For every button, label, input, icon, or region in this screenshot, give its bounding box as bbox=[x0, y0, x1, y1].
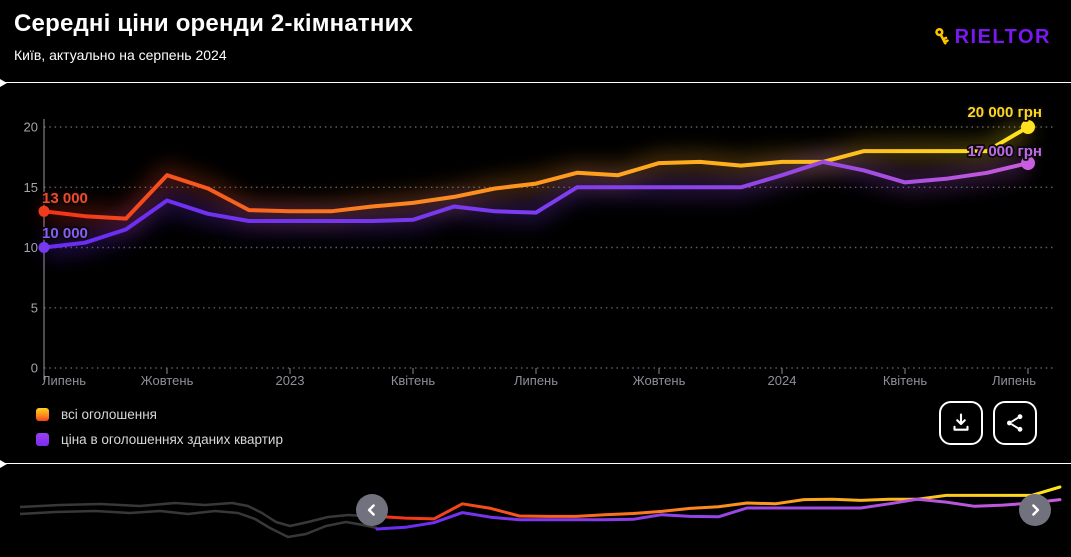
legend-label-all-listings: всі оголошення bbox=[61, 407, 157, 422]
range-handle-right[interactable] bbox=[1019, 494, 1051, 526]
price-chart[interactable]: 0 5 10 15 20 Липень Жовтень 2023 Квітень Липень Жо… bbox=[0, 0, 1071, 463]
x-tick-label: Жовтень bbox=[141, 373, 194, 388]
nav-selected-all bbox=[375, 485, 1062, 521]
legend-swatch-rented-listings-icon bbox=[36, 433, 49, 446]
annotation-start-rented: 10 000 bbox=[42, 225, 88, 242]
annotation-end-all: 20 000 грн bbox=[967, 104, 1042, 121]
divider-arrow-icon bbox=[0, 78, 7, 87]
logo-text: RIELTOR bbox=[954, 25, 1051, 48]
legend-item-all-listings[interactable]: всі оголошення bbox=[36, 402, 283, 427]
range-handle-left[interactable] bbox=[356, 494, 388, 526]
chart-actions bbox=[939, 401, 1037, 445]
legend-label-rented-listings: ціна в оголошеннях зданих квартир bbox=[61, 432, 283, 447]
header-titles: Середні ціни оренди 2-кімнатних Київ, ак… bbox=[14, 8, 413, 63]
section-divider-top bbox=[0, 78, 1071, 87]
y-tick-label: 20 bbox=[24, 120, 38, 135]
range-navigator[interactable] bbox=[0, 465, 1071, 557]
x-tick-label: Жовтень bbox=[633, 373, 686, 388]
annotation-start-all: 13 000 bbox=[42, 190, 88, 207]
legend-swatch-all-listings-icon bbox=[36, 408, 49, 421]
series-all-end-dot bbox=[1021, 120, 1035, 134]
chevron-left-icon bbox=[365, 503, 379, 517]
page-subtitle: Київ, актуально на серпень 2024 bbox=[14, 47, 227, 63]
y-tick-label: 10 bbox=[24, 240, 38, 255]
navigator-chart[interactable] bbox=[0, 465, 1071, 557]
x-tick-label: Квітень bbox=[391, 373, 436, 388]
chart-legend: всі оголошення ціна в оголошеннях зданих… bbox=[36, 402, 283, 452]
section-divider-bottom bbox=[0, 459, 1071, 468]
x-tick-label: Квітень bbox=[883, 373, 928, 388]
nav-selected-rented bbox=[375, 497, 1062, 531]
download-icon bbox=[949, 411, 973, 435]
annotation-end-rented: 17 000 грн bbox=[967, 143, 1042, 160]
download-button[interactable] bbox=[939, 401, 983, 445]
series-rented-start-dot bbox=[38, 242, 50, 253]
chevron-right-icon bbox=[1028, 503, 1042, 517]
nav-history-all bbox=[19, 501, 378, 528]
y-tick-label: 15 bbox=[24, 180, 38, 195]
y-tick-label: 5 bbox=[31, 300, 38, 315]
divider-arrow-icon bbox=[0, 459, 7, 468]
share-icon bbox=[1003, 411, 1027, 435]
page-title: Середні ціни оренди 2-кімнатних bbox=[14, 10, 414, 37]
x-tick-label: 2024 bbox=[768, 373, 797, 388]
series-all-start-dot bbox=[38, 205, 50, 217]
series-rented-listings-line bbox=[42, 159, 1030, 250]
header: Середні ціни оренди 2-кімнатних Київ, ак… bbox=[0, 0, 1071, 82]
x-tick-label: 2023 bbox=[276, 373, 305, 388]
series-all-listings-line bbox=[42, 125, 1030, 221]
x-tick-label: Липень bbox=[992, 373, 1036, 388]
key-icon bbox=[930, 25, 952, 49]
x-tick-label: Липень bbox=[42, 373, 86, 388]
share-button[interactable] bbox=[993, 401, 1037, 445]
legend-item-rented-listings[interactable]: ціна в оголошеннях зданих квартир bbox=[36, 427, 283, 452]
rieltor-logo[interactable]: RIELTOR bbox=[930, 25, 1051, 49]
series-rented-end-dot bbox=[1021, 156, 1035, 171]
y-tick-label: 0 bbox=[31, 361, 38, 376]
x-tick-label: Липень bbox=[514, 373, 558, 388]
nav-history-rented bbox=[19, 509, 378, 539]
